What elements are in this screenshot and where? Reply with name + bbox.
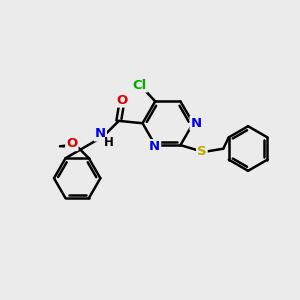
Text: N: N [190, 117, 202, 130]
Text: Cl: Cl [133, 79, 147, 92]
Text: O: O [116, 94, 128, 106]
Text: S: S [197, 145, 207, 158]
Text: O: O [66, 137, 77, 150]
Text: H: H [104, 136, 114, 149]
Text: N: N [149, 140, 160, 153]
Text: N: N [95, 128, 106, 140]
